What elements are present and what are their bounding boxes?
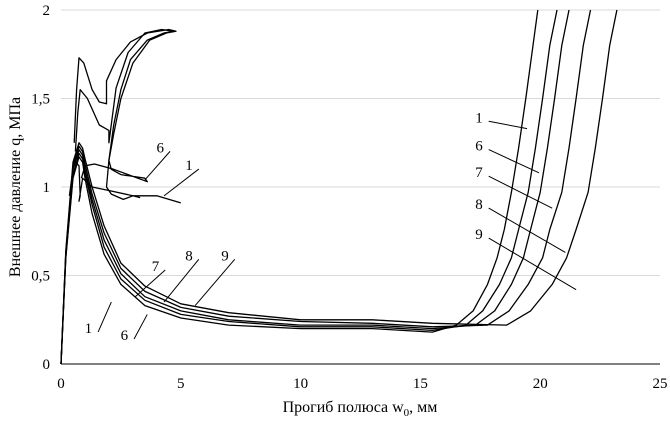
annotation-leader: [144, 151, 171, 181]
curve-label-6: 6: [475, 139, 483, 155]
curve-label-1: 1: [85, 321, 93, 337]
curve-label-9: 9: [475, 227, 483, 243]
curve-label-6: 6: [121, 328, 129, 344]
x-axis-title-unit: , мм: [409, 399, 437, 416]
y-tick-labels: 0 0,5 1 1,5 2: [31, 3, 50, 373]
annotation-leader: [488, 175, 553, 209]
x-axis-title-main: Прогиб полюса w: [283, 399, 405, 416]
y-tick-label: 0: [43, 357, 51, 373]
curve-label-7: 7: [475, 165, 483, 181]
x-tick-label: 0: [57, 376, 65, 392]
annotation-leader: [488, 207, 566, 253]
curve-9: [60, 9, 618, 365]
grid-layer: [61, 9, 660, 276]
x-tick-label: 20: [533, 376, 548, 392]
x-tick-label: 5: [177, 376, 185, 392]
annotation-leader: [97, 301, 112, 333]
curve-label-9: 9: [221, 248, 229, 264]
y-tick-label: 1: [43, 180, 51, 196]
x-tick-label: 25: [653, 376, 668, 392]
x-tick-label: 10: [293, 376, 308, 392]
y-tick-label: 2: [43, 3, 51, 19]
annotation-leader: [488, 149, 540, 174]
x-axis-title-subscript: 0: [404, 407, 410, 419]
curves: [60, 9, 618, 365]
x-tick-labels: 0 5 10 15 20 25: [57, 376, 667, 392]
curve-6-loop: [73, 28, 177, 183]
x-tick-label: 15: [413, 376, 428, 392]
annotation-leader: [133, 314, 148, 340]
curve-label-8: 8: [185, 248, 193, 264]
annotation-leader: [163, 259, 200, 303]
y-tick-label: 0,5: [31, 269, 50, 285]
x-axis-title: Прогиб полюса w0, мм: [283, 399, 438, 419]
annotation-leader: [163, 168, 200, 197]
y-axis-title: Внешнее давление q, МПа: [7, 97, 24, 277]
curve-7: [60, 9, 570, 365]
curve-label-7: 7: [152, 259, 160, 275]
annotation-leader: [194, 259, 236, 306]
curve-8: [60, 9, 592, 365]
annotation-leader: [488, 120, 528, 130]
annotation-leader: [488, 237, 577, 291]
curve-label-8: 8: [475, 197, 483, 213]
annotation-leader: [134, 269, 166, 298]
curve-label-1: 1: [475, 110, 483, 126]
y-tick-label: 1,5: [31, 92, 50, 108]
curve-annotations: 1 6 7 8 9 6 1 7 8 9 1 6: [85, 110, 577, 344]
curve-label-1: 1: [185, 158, 193, 174]
curve-1-upper: [68, 159, 181, 204]
curve-label-6: 6: [157, 140, 165, 156]
